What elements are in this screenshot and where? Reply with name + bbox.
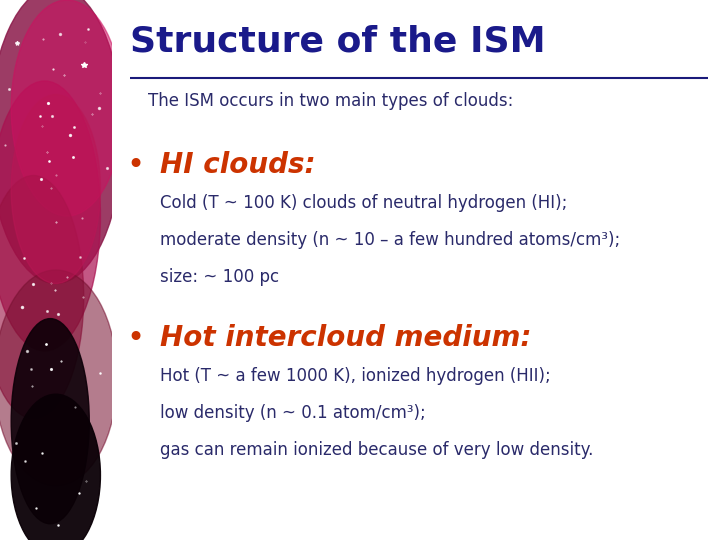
Text: Hot (T ~ a few 1000 K), ionized hydrogen (HII);: Hot (T ~ a few 1000 K), ionized hydrogen…: [161, 367, 551, 385]
Text: gas can remain ionized because of very low density.: gas can remain ionized because of very l…: [161, 441, 594, 458]
Text: The ISM occurs in two main types of clouds:: The ISM occurs in two main types of clou…: [148, 92, 513, 110]
Ellipse shape: [12, 319, 89, 524]
Ellipse shape: [11, 0, 122, 216]
Text: HI clouds:: HI clouds:: [161, 151, 316, 179]
Ellipse shape: [0, 270, 117, 486]
Text: Hot intercloud medium:: Hot intercloud medium:: [161, 324, 532, 352]
Text: moderate density (n ~ 10 – a few hundred atoms/cm³);: moderate density (n ~ 10 – a few hundred…: [161, 231, 621, 249]
Text: •: •: [127, 151, 145, 180]
Text: Structure of the ISM: Structure of the ISM: [130, 24, 546, 58]
Text: size: ~ 100 pc: size: ~ 100 pc: [161, 268, 279, 286]
Ellipse shape: [0, 81, 101, 351]
Text: •: •: [127, 324, 145, 353]
Text: low density (n ~ 0.1 atom/cm³);: low density (n ~ 0.1 atom/cm³);: [161, 404, 426, 422]
Ellipse shape: [0, 176, 84, 418]
Ellipse shape: [11, 94, 101, 284]
Ellipse shape: [11, 394, 101, 540]
Ellipse shape: [0, 0, 122, 284]
Text: Cold (T ~ 100 K) clouds of neutral hydrogen (HI);: Cold (T ~ 100 K) clouds of neutral hydro…: [161, 194, 567, 212]
